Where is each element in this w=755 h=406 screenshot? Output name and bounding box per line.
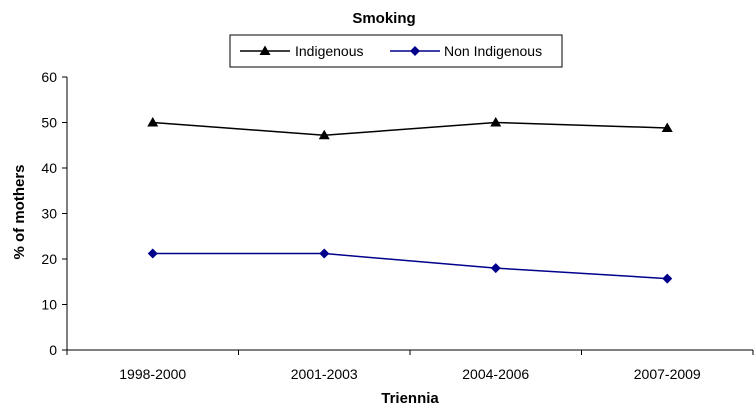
series-line-non-indigenous bbox=[152, 252, 668, 280]
x-tick-label: 2004-2006 bbox=[462, 366, 529, 382]
y-tick-labels: 0 10 20 30 40 50 60 bbox=[41, 69, 57, 358]
legend: Indigenous Non Indigenous bbox=[229, 34, 563, 68]
series-line-indigenous bbox=[152, 121, 668, 136]
data-point-non-indigenous bbox=[147, 248, 158, 259]
data-point-non-indigenous bbox=[662, 273, 673, 284]
legend-item-indigenous: Indigenous bbox=[240, 43, 364, 59]
x-tick-label: 2007-2009 bbox=[634, 366, 701, 382]
series-group bbox=[147, 117, 673, 284]
y-tick-label: 60 bbox=[41, 69, 57, 85]
legend-marker-non-indigenous bbox=[410, 46, 420, 56]
x-tick-labels: 1998-2000 2001-2003 2004-2006 2007-2009 bbox=[119, 366, 701, 382]
axes bbox=[62, 76, 754, 355]
data-point-indigenous bbox=[318, 129, 330, 140]
legend-label-indigenous: Indigenous bbox=[295, 43, 364, 59]
legend-marker-indigenous bbox=[259, 45, 271, 55]
y-tick-label: 10 bbox=[41, 297, 57, 313]
data-point-indigenous bbox=[147, 117, 159, 127]
y-tick-label: 20 bbox=[41, 251, 57, 267]
x-tick-label: 1998-2000 bbox=[119, 366, 186, 382]
data-point-non-indigenous bbox=[319, 248, 330, 259]
y-tick-label: 40 bbox=[41, 160, 57, 176]
y-axis-title: % of mothers bbox=[11, 164, 28, 259]
y-tick-label: 50 bbox=[41, 115, 57, 131]
x-tick-label: 2001-2003 bbox=[291, 366, 358, 382]
y-tick-label: 30 bbox=[41, 206, 57, 222]
data-point-indigenous bbox=[490, 117, 502, 127]
data-point-indigenous bbox=[661, 122, 673, 132]
legend-label-non-indigenous: Non Indigenous bbox=[444, 43, 542, 59]
data-point-non-indigenous bbox=[490, 263, 501, 274]
legend-item-non-indigenous: Non Indigenous bbox=[390, 43, 542, 59]
x-axis-title: Triennia bbox=[381, 390, 439, 406]
chart-title: Smoking bbox=[352, 10, 415, 27]
y-tick-label: 0 bbox=[49, 342, 57, 358]
